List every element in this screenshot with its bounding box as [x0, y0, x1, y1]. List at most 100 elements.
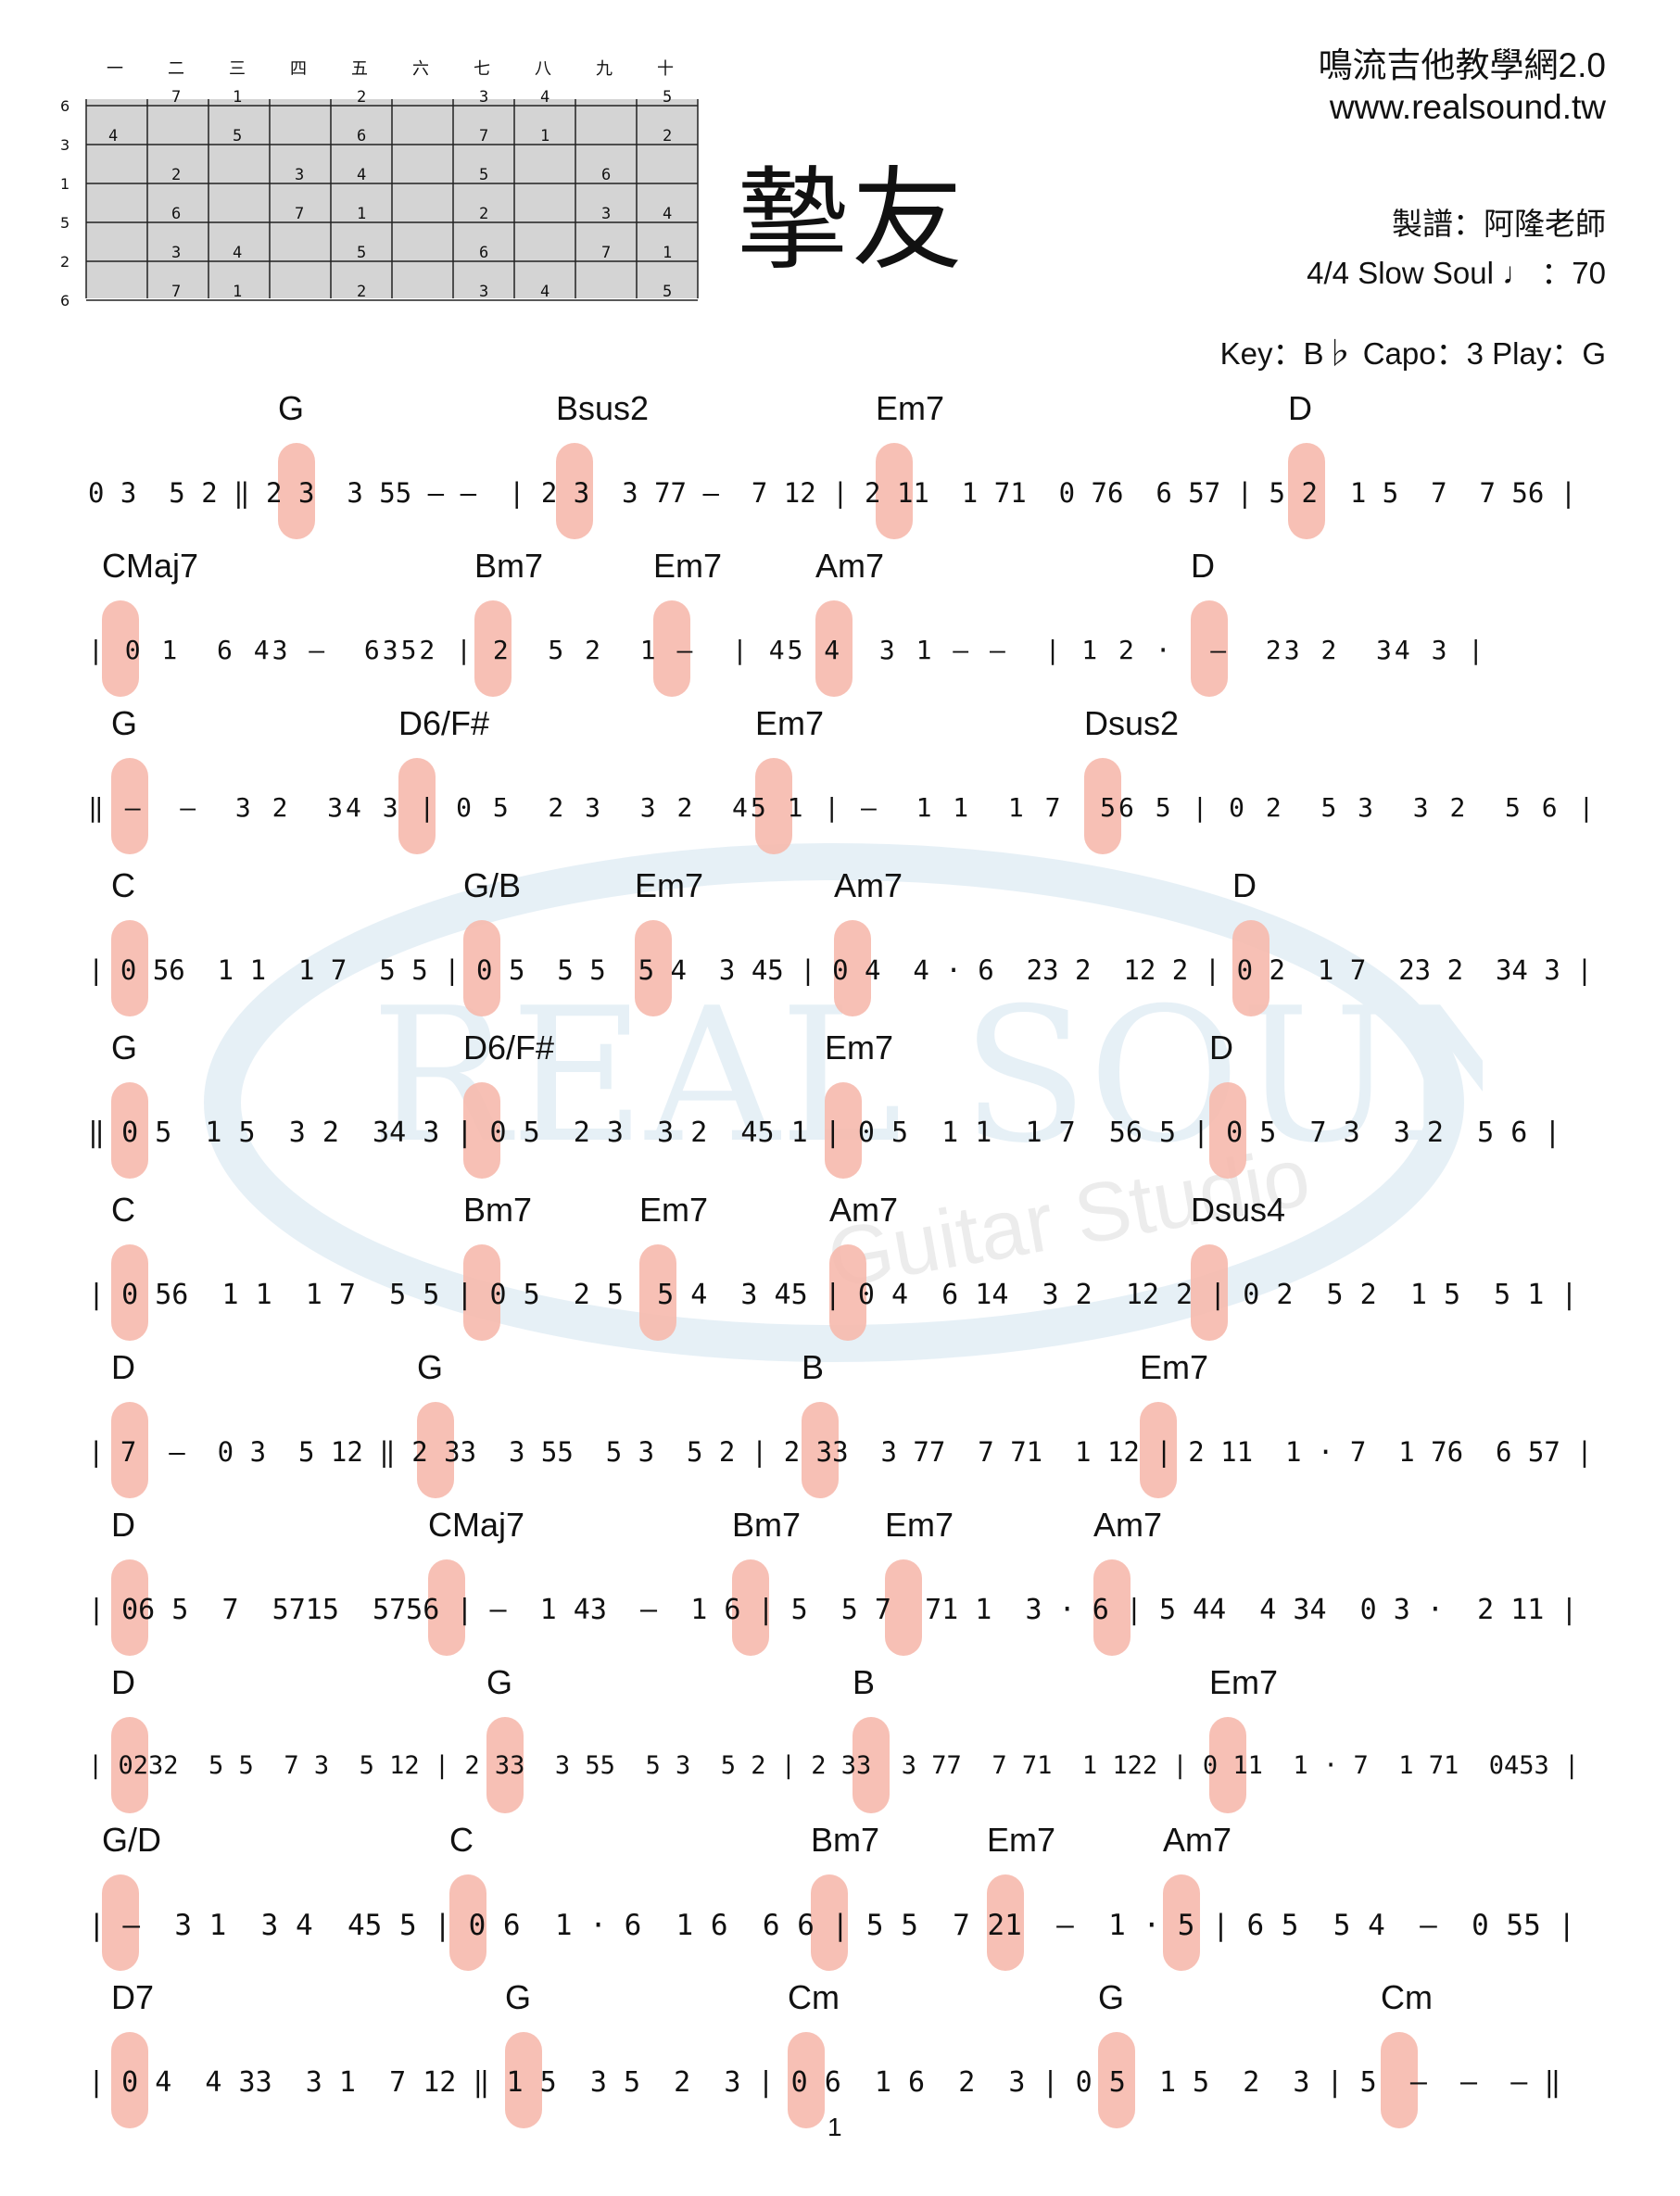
svg-text:5: 5 [663, 88, 672, 107]
site-name: 鳴流吉他教學網2.0 [1318, 46, 1606, 84]
svg-text:5: 5 [357, 244, 366, 262]
numbered-notation: | 0 56 1 1 1 7 5 5 | 0 5 2 5 5 4 3 45 | … [88, 1279, 1578, 1311]
beat-highlight [1209, 1717, 1246, 1813]
chord-symbol: Em7 [1140, 1348, 1209, 1386]
svg-text:1: 1 [233, 88, 242, 107]
beat-highlight [428, 1559, 465, 1656]
beat-highlight [1191, 600, 1228, 697]
chord-symbol: G [278, 389, 305, 427]
string-number: 3 [60, 136, 69, 154]
chord-symbol: Am7 [834, 866, 903, 904]
svg-text:6: 6 [479, 244, 488, 262]
chord-symbol: G [486, 1663, 513, 1701]
svg-text:5: 5 [479, 166, 488, 184]
score-row: CMaj7 Bm7 Em7 Am7 D | 0 1 6 43 – 6352 | 2 5 2… [0, 547, 1680, 704]
chord-symbol: Cm [1381, 1978, 1433, 2016]
beat-highlight [653, 600, 690, 697]
chord-symbol: Dsus2 [1084, 704, 1180, 742]
svg-text:4: 4 [357, 166, 366, 184]
chord-symbol: Em7 [1209, 1663, 1279, 1701]
beat-highlight [1381, 2032, 1418, 2128]
chord-symbol: D7 [111, 1978, 155, 2016]
beat-highlight [111, 1082, 148, 1179]
beat-highlight [505, 2032, 542, 2128]
chord-symbol: D [111, 1506, 135, 1544]
chord-symbol: Am7 [829, 1191, 899, 1229]
chord-symbol: Em7 [825, 1029, 894, 1066]
chord-symbol: G [505, 1978, 532, 2016]
svg-text:1: 1 [357, 205, 366, 223]
beat-highlight [732, 1559, 769, 1656]
beat-highlight [463, 1082, 500, 1179]
string-number: 1 [60, 175, 69, 193]
beat-highlight [811, 1874, 848, 1971]
beat-highlight [1093, 1559, 1131, 1656]
chord-symbol: Bm7 [732, 1506, 802, 1544]
beat-highlight [853, 1717, 890, 1813]
chord-symbol: Em7 [885, 1506, 954, 1544]
beat-highlight [1084, 758, 1121, 854]
beat-highlight [486, 1717, 524, 1813]
chord-symbol: Bm7 [463, 1191, 533, 1229]
fret-number: 五 [351, 59, 368, 79]
svg-text:4: 4 [540, 88, 549, 107]
string-number: 6 [60, 97, 69, 115]
beat-highlight [1140, 1402, 1177, 1498]
site-url[interactable]: www.realsound.tw [1329, 88, 1606, 126]
svg-text:7: 7 [171, 88, 181, 107]
fretboard-diagram: 一 二 三 四 五 六 七 八 九 十 6 3 1 5 2 6 7 1 2 3 4 5 4 5 6 7 1 2 2 3 4 5 6 6 7… [60, 59, 699, 309]
score-row: D G B Em7 | 0232 5 5 7 3 5 12 | 2 33 3 55 5 … [0, 1663, 1680, 1821]
chord-symbol: C [111, 1191, 135, 1229]
numbered-notation: | 06 5 7 5715 5756 | – 1 43 – 1 6 | 5 5 … [88, 1594, 1578, 1626]
beat-highlight [111, 1244, 148, 1341]
score-row: C Bm7 Em7 Am7 Dsus4 | 0 56 1 1 1 7 5 5 | 0 5 … [0, 1191, 1680, 1348]
tempo-line: 4/4 Slow Soul ♩ ：70 [1307, 256, 1606, 290]
score-row: G Bsus2 Em7 D 0 3 5 2 ‖ 2 3 3 55 – – | 2 3 3… [0, 389, 1680, 547]
chord-symbol: Em7 [987, 1821, 1056, 1859]
chord-symbol: Am7 [1163, 1821, 1232, 1859]
beat-highlight [278, 443, 315, 539]
chord-symbol: CMaj7 [102, 547, 199, 585]
svg-text:7: 7 [479, 127, 488, 145]
svg-text:2: 2 [357, 88, 366, 107]
score-row: C G/B Em7 Am7 D | 0 56 1 1 1 7 5 5 | 0 5 5 5 … [0, 866, 1680, 1024]
beat-highlight [825, 1082, 862, 1179]
svg-text:4: 4 [663, 205, 672, 223]
fret-number: 九 [596, 59, 613, 79]
svg-text:6: 6 [171, 205, 181, 223]
svg-text:2: 2 [479, 205, 488, 223]
numbered-notation: | 0 56 1 1 1 7 5 5 | 0 5 5 5 5 4 3 45 | … [88, 954, 1593, 986]
chord-symbol: Am7 [815, 547, 885, 585]
beat-highlight [111, 920, 148, 1016]
realsound-watermark: REAL SOUND Guitar Studio [204, 843, 1483, 1362]
svg-text:2: 2 [357, 283, 366, 301]
numbered-notation: | – 3 1 3 4 45 5 | 0 6 1 · 6 1 6 6 6 | 5… [88, 1909, 1576, 1942]
numbered-notation: | 0 1 6 43 – 6352 | 2 5 2 1 – | 45 4 3 1… [88, 635, 1487, 665]
chord-symbol: C [111, 866, 135, 904]
chord-symbol: D6/F# [463, 1029, 555, 1066]
beat-highlight [1288, 443, 1325, 539]
beat-highlight [1098, 2032, 1135, 2128]
beat-highlight [755, 758, 792, 854]
beat-highlight [788, 2032, 825, 2128]
beat-highlight [111, 758, 148, 854]
chord-symbol: Bm7 [811, 1821, 880, 1859]
svg-text:3: 3 [295, 166, 304, 184]
tab-score: G Bsus2 Em7 D 0 3 5 2 ‖ 2 3 3 55 – – | 2 3 3… [0, 389, 1680, 2128]
beat-highlight [474, 600, 512, 697]
chord-symbol: G [111, 1029, 138, 1066]
song-title: 摯友 [737, 157, 966, 285]
fret-number: 一 [107, 59, 123, 79]
chord-symbol: B [802, 1348, 825, 1386]
beat-highlight [1163, 1874, 1200, 1971]
svg-text:1: 1 [540, 127, 549, 145]
beat-highlight [802, 1402, 839, 1498]
score-row: D G B Em7 | 7 – 0 3 5 12 ‖ 2 33 3 55 5 3 5 2… [0, 1348, 1680, 1506]
beat-highlight [635, 920, 672, 1016]
svg-text:3: 3 [479, 88, 488, 107]
svg-text:6: 6 [601, 166, 611, 184]
chord-symbol: Bm7 [474, 547, 544, 585]
beat-highlight [111, 2032, 148, 2128]
numbered-notation: 0 3 5 2 ‖ 2 3 3 55 – – | 2 3 3 77 – 7 12… [88, 477, 1577, 509]
key-capo-line: Key：B♭ Capo：3 Play：G [1219, 336, 1606, 371]
